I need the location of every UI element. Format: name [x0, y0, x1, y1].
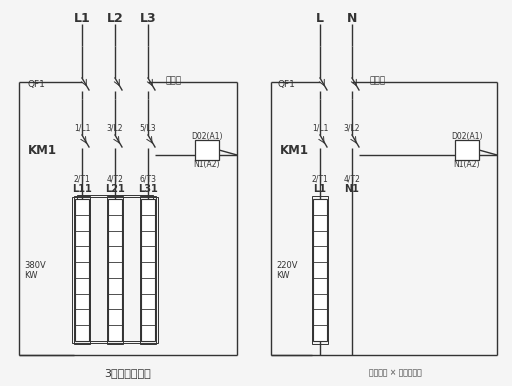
Text: KM1: KM1 — [28, 144, 57, 157]
Text: KM1: KM1 — [280, 144, 309, 157]
Text: L11: L11 — [72, 184, 92, 194]
Bar — [74, 196, 90, 344]
Text: 4/T2: 4/T2 — [344, 174, 360, 183]
Text: 6/T3: 6/T3 — [139, 174, 157, 183]
Text: L3: L3 — [140, 12, 156, 24]
Text: KW: KW — [24, 271, 37, 279]
Text: 3/L2: 3/L2 — [106, 124, 123, 132]
Text: 1/L1: 1/L1 — [312, 124, 328, 132]
Text: L2: L2 — [106, 12, 123, 24]
Bar — [141, 199, 155, 341]
Text: 5/L3: 5/L3 — [140, 124, 156, 132]
Text: 3相电加热接线: 3相电加热接线 — [104, 368, 152, 378]
Bar — [455, 140, 479, 160]
Text: QF1: QF1 — [28, 80, 46, 88]
Text: 断路器: 断路器 — [166, 76, 182, 86]
Bar — [72, 197, 158, 343]
Text: 2/T1: 2/T1 — [312, 174, 328, 183]
Text: 相地海霸 × 优易邦暖通: 相地海霸 × 优易邦暖通 — [369, 369, 421, 378]
Text: N: N — [347, 12, 357, 24]
Text: N1: N1 — [345, 184, 359, 194]
Text: 220V: 220V — [276, 261, 297, 269]
Bar — [107, 196, 123, 344]
Bar — [312, 196, 328, 344]
Text: D02(A1): D02(A1) — [451, 132, 483, 141]
Text: 相地海霸 × 优易邦暖通: 相地海霸 × 优易邦暖通 — [369, 369, 421, 378]
Text: D02(A1): D02(A1) — [191, 132, 223, 141]
Text: L1: L1 — [74, 12, 91, 24]
Bar — [140, 196, 156, 344]
Text: L: L — [316, 12, 324, 24]
Bar — [313, 199, 327, 341]
Text: L31: L31 — [138, 184, 158, 194]
Text: 断路器: 断路器 — [370, 76, 386, 86]
Bar — [77, 195, 153, 341]
Text: N1(A2): N1(A2) — [454, 159, 480, 169]
Text: L1: L1 — [313, 184, 327, 194]
Text: 2/T1: 2/T1 — [74, 174, 91, 183]
Text: 380V: 380V — [24, 261, 46, 269]
Text: 1/L1: 1/L1 — [74, 124, 90, 132]
Bar — [195, 140, 219, 160]
Bar — [75, 199, 89, 341]
Text: 4/T2: 4/T2 — [106, 174, 123, 183]
Text: KW: KW — [276, 271, 289, 279]
Text: QF1: QF1 — [278, 80, 296, 88]
Text: N1(A2): N1(A2) — [194, 159, 220, 169]
Text: L21: L21 — [105, 184, 125, 194]
Bar — [108, 199, 122, 341]
Text: 3/L2: 3/L2 — [344, 124, 360, 132]
